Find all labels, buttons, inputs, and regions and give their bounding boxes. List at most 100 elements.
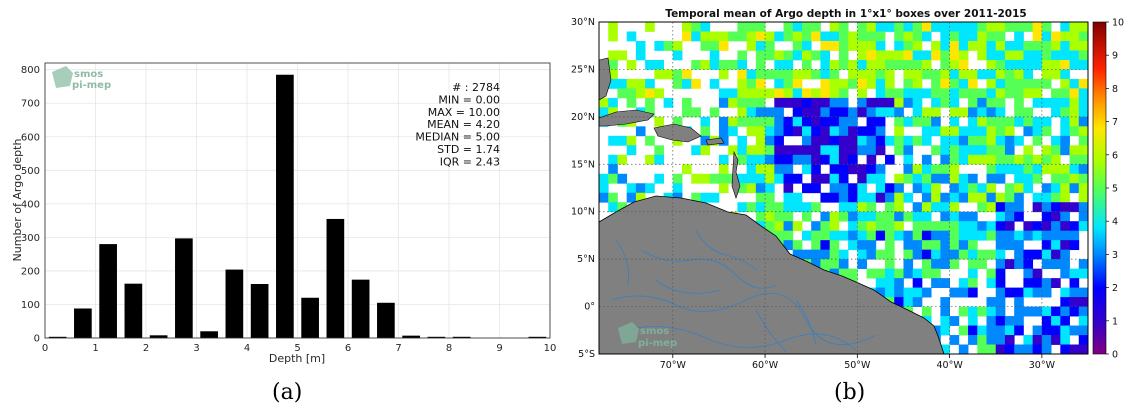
heatmap-cell (968, 145, 978, 156)
heatmap-cell (1051, 40, 1061, 51)
heatmap-cell (820, 59, 831, 70)
heatmap-cell (1032, 88, 1043, 99)
heatmap-cell (755, 69, 766, 80)
heatmap-cell (885, 135, 895, 146)
heatmap-cell (866, 268, 877, 279)
heatmap-cell (931, 50, 941, 61)
map-title: Temporal mean of Argo depth in 1°x1° box… (665, 8, 1026, 20)
heatmap-cell (940, 173, 951, 184)
heatmap-cell (774, 107, 784, 118)
heatmap-cell (1023, 154, 1034, 165)
heatmap-cell (1014, 88, 1024, 99)
y-tick-label: 800 (21, 65, 40, 76)
heatmap-cell (755, 145, 766, 156)
heatmap-cell (820, 31, 831, 42)
heatmap-cell (1004, 221, 1015, 232)
heatmap-cell (1023, 221, 1034, 232)
heatmap-cell (940, 22, 951, 32)
heatmap-cell (682, 22, 692, 32)
heatmap-cell (755, 192, 766, 203)
heatmap-cell (885, 107, 895, 118)
heatmap-cell (626, 88, 637, 99)
heatmap-cell (903, 249, 914, 260)
heatmap-cell (995, 22, 1006, 32)
heatmap-cell (949, 240, 960, 251)
heatmap-cell (617, 202, 628, 213)
heatmap-cell (663, 69, 674, 80)
heatmap-cell (746, 183, 757, 194)
heatmap-cell (940, 211, 951, 222)
heatmap-cell (728, 59, 738, 70)
heatmap-cell (801, 183, 812, 194)
heatmap-cell (1078, 183, 1088, 194)
heatmap-cell (866, 135, 877, 146)
heatmap-cell (1023, 145, 1034, 156)
histogram-ylabel: Number of Argo depth (11, 139, 24, 262)
heatmap-cell (792, 40, 803, 51)
heatmap-cell (737, 135, 748, 146)
heatmap-cell (921, 50, 932, 61)
heatmap-cell (857, 88, 867, 99)
heatmap-cell (774, 31, 784, 42)
heatmap-cell (765, 116, 775, 127)
histogram-bar (74, 308, 92, 338)
heatmap-cell (1041, 287, 1052, 298)
heatmap-cell (1051, 135, 1061, 146)
heatmap-cell (894, 116, 904, 127)
heatmap-cell (728, 97, 738, 108)
heatmap-cell (838, 145, 849, 156)
heatmap-cell (820, 173, 831, 184)
heatmap-cell (931, 164, 941, 175)
heatmap-cell (709, 50, 720, 61)
heatmap-cell (820, 192, 831, 203)
heatmap-cell (1032, 287, 1043, 298)
heatmap-cell (848, 69, 858, 80)
heatmap-cell (1060, 230, 1070, 241)
heatmap-cell (1051, 240, 1061, 251)
histogram-bar (427, 336, 446, 338)
heatmap-cell (977, 221, 987, 232)
heatmap-cell (1023, 50, 1034, 61)
heatmap-cell (931, 268, 941, 279)
heatmap-cell (1078, 50, 1088, 61)
heatmap-cell (995, 145, 1006, 156)
heatmap-cell (986, 230, 997, 241)
heatmap-cell (894, 88, 904, 99)
heatmap-cell (746, 173, 757, 184)
heatmap-cell (912, 88, 923, 99)
heatmap-cell (931, 116, 941, 127)
heatmap-cell (783, 221, 794, 232)
heatmap-cell (995, 278, 1006, 288)
heatmap-cell (718, 88, 729, 99)
heatmap-cell (829, 249, 840, 260)
heatmap-cell (986, 249, 997, 260)
antilles-land (731, 150, 741, 199)
histogram-bar (225, 269, 244, 338)
heatmap-cell (848, 183, 858, 194)
histogram-bar (149, 335, 168, 338)
south-america-land (599, 195, 945, 354)
heatmap-cell (940, 69, 951, 80)
heatmap-cell (801, 145, 812, 156)
heatmap-cell (995, 325, 1006, 336)
heatmap-cell (1041, 202, 1052, 213)
heatmap-cell (774, 164, 784, 175)
heatmap-cell (755, 78, 766, 89)
heatmap-cell (958, 278, 969, 288)
heatmap-cell (792, 69, 803, 80)
heatmap-cell (774, 78, 784, 89)
heatmap-cell (820, 240, 831, 251)
heatmap-cell (986, 145, 997, 156)
heatmap-cell (774, 230, 784, 241)
heatmap-cell (1032, 230, 1043, 241)
heatmap-cell (949, 164, 960, 175)
heatmap-cell (737, 69, 748, 80)
heatmap-cell (866, 221, 877, 232)
heatmap-cell (958, 69, 969, 80)
heatmap-cell (746, 78, 757, 89)
heatmap-cell (672, 183, 683, 194)
histogram-bar (200, 331, 218, 338)
heatmap-cell (645, 22, 655, 32)
heatmap-cell (885, 268, 895, 279)
heatmap-cell (885, 278, 895, 288)
